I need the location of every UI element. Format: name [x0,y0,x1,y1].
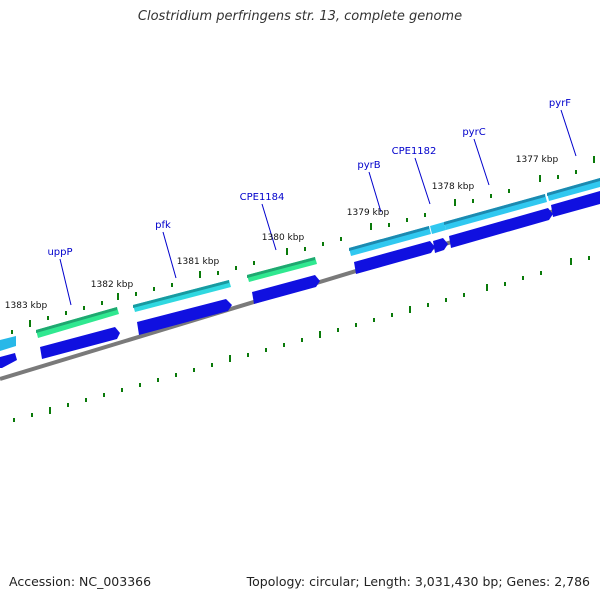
label-leaders [59,109,577,306]
kbp-label: 1381 kbp [177,257,220,267]
cds-arrow [551,191,600,217]
kbp-label: 1379 kbp [347,208,390,218]
gene-label: uppP [47,247,72,258]
gene-label: CPE1184 [240,192,285,203]
lower-ticks [13,256,590,422]
gene-label: pyrB [357,160,380,171]
cds-arrow [354,241,435,274]
kbp-label: 1380 kbp [262,233,305,243]
gene-label: CPE1182 [392,146,437,157]
forward-strand-genes [0,178,600,351]
cds-arrow [137,299,232,335]
gene-CPE1182 [430,222,446,234]
cds-arrow [433,238,448,253]
accession-text: Accession: NC_003366 [9,574,152,589]
gene-label: pyrF [549,98,571,109]
genome-summary-text: Topology: circular; Length: 3,031,430 bp… [246,574,590,589]
cds-arrow [0,353,17,368]
kbp-label: 1377 kbp [516,155,559,165]
cds-arrow [449,208,553,248]
kbp-label: 1383 kbp [5,301,48,311]
kbp-label: 1382 kbp [91,280,134,290]
kbp-scale-labels: 1377 kbp 1378 kbp 1379 kbp 1380 kbp 1381… [5,155,559,311]
cds-arrows [0,191,600,368]
gene-label: pyrC [462,127,485,138]
gene-name-labels: pyrF pyrC CPE1182 pyrB CPE1184 pfk uppP [47,98,571,258]
gene-partial-left [0,336,16,351]
kbp-label: 1378 kbp [432,182,475,192]
map-title: Clostridium perfringens str. 13, complet… [137,9,463,24]
upper-ticks [11,156,595,334]
cds-arrow [40,327,120,359]
cds-arrow [252,275,320,304]
gene-label: pfk [155,220,171,231]
